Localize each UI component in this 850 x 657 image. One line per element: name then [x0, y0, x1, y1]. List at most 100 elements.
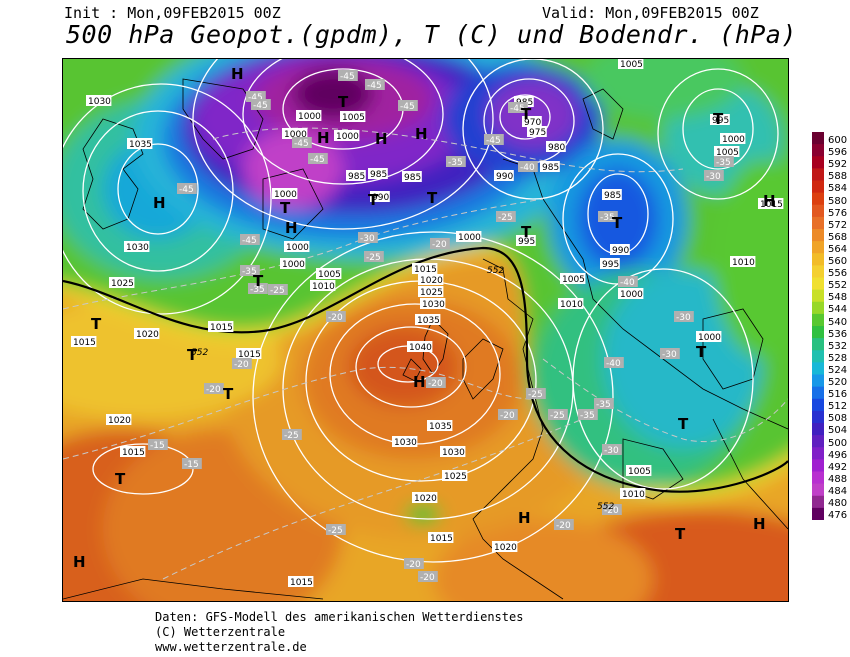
low-pressure-marker: T — [427, 189, 438, 207]
high-pressure-marker: H — [153, 194, 166, 212]
isobar-label-bg — [696, 331, 722, 342]
isobar-label: 1030 — [124, 241, 150, 253]
isobar-label-text: 1005 — [562, 275, 585, 285]
footer-copyright: (C) Wetterzentrale — [155, 625, 286, 639]
isobar-label-text: 990 — [496, 172, 513, 182]
isotherm-label-bg — [714, 156, 734, 167]
isotherm-label: -30 — [602, 444, 622, 456]
colorbar-tick-label: 540 — [828, 316, 848, 328]
isobar-label-bg — [710, 114, 730, 125]
isotherm-label: -35 — [714, 156, 734, 168]
isobar-label-bg — [334, 130, 360, 141]
high-pressure-marker: H — [413, 373, 426, 391]
isotherm-label: -25 — [548, 409, 568, 421]
weather-map: 1030 1035 1030 1025 1020 1015 1015 1015 1020 1015… — [62, 58, 789, 602]
isotherm-label-bg — [598, 211, 618, 222]
isobar-label-text: 1015 — [290, 578, 313, 588]
isobar-label-bg — [340, 111, 366, 122]
colorbar-tick-label: 560 — [828, 256, 848, 267]
isotherm-label-text: -40 — [520, 163, 535, 173]
colorbar-tick-label: 592 — [828, 159, 848, 171]
isobar-label-text: 1020 — [136, 330, 159, 340]
colorbar-tick-label: 520 — [828, 377, 848, 388]
isobar-label-bg — [124, 241, 150, 252]
isobar-label-text: 1025 — [420, 288, 443, 298]
isobar-label-bg — [402, 171, 422, 182]
isobar-label-bg — [415, 314, 441, 325]
low-pressure-marker: T — [91, 315, 102, 333]
isobar-label: 1000 — [618, 288, 644, 300]
isobar-label-text: 1010 — [312, 282, 335, 292]
colorbar-segment — [812, 386, 824, 400]
isotherm-label: -15 — [148, 439, 168, 451]
isobar-label-bg — [120, 446, 146, 457]
isobar-label: 1030 — [420, 298, 446, 310]
colorbar-segment — [812, 301, 824, 315]
isobar-label: 1020 — [134, 328, 160, 340]
isotherm-label: -20 — [430, 238, 450, 250]
isobar-label: 985 — [602, 189, 622, 201]
high-pressure-marker: H — [375, 130, 388, 148]
isotherm-label-bg — [404, 558, 424, 569]
isotherm-label: -25 — [268, 284, 288, 296]
isobar-label-bg — [106, 414, 132, 425]
isotherm-label: -30 — [674, 311, 694, 323]
isotherm-label-bg — [548, 409, 568, 420]
isobar-label-text: 1005 — [318, 270, 341, 280]
isobar-label-text: 1035 — [417, 316, 440, 326]
isobar-label-text: 1040 — [409, 343, 432, 353]
isotherm-label-text: -15 — [184, 460, 199, 470]
isotherm-label: -25 — [364, 251, 384, 263]
isobar-label-text: 985 — [542, 163, 559, 173]
isobar-label-text: 1015 — [210, 323, 233, 333]
isotherm-label-text: -20 — [234, 360, 249, 370]
isobar-label-text: 1010 — [560, 300, 583, 310]
isotherm-label: -35 — [446, 156, 466, 168]
isotherm-label: -45 — [308, 153, 328, 165]
isobar-label: 1005 — [618, 59, 644, 70]
isotherm-label-text: -45 — [253, 101, 268, 111]
isotherm-label: -30 — [660, 348, 680, 360]
low-pressure-marker: T — [713, 110, 724, 128]
isobar-label-text: 985 — [370, 170, 387, 180]
isotherm-label-bg — [602, 444, 622, 455]
isotherm-label-text: -30 — [706, 172, 721, 182]
isotherm-label: -40 — [518, 161, 538, 173]
isotherm-label-bg — [204, 383, 224, 394]
isobar-label: 1025 — [418, 286, 444, 298]
isotherm-label-bg — [604, 357, 624, 368]
isobar-label: 1035 — [415, 314, 441, 326]
isobar-label-bg — [127, 138, 153, 149]
isobar-label-bg — [412, 492, 438, 503]
colorbar-segment — [812, 253, 824, 266]
isotherm-label-bg — [246, 91, 266, 102]
colorbar-tick-label: 500 — [828, 437, 848, 449]
isobar-label: 1005 — [626, 465, 652, 477]
isobar-label-text: 1035 — [429, 422, 452, 432]
isotherm-label: -45 — [398, 100, 418, 112]
isobar-label: 990 — [610, 244, 630, 256]
isobar-label-bg — [626, 465, 652, 476]
isobar-label-bg — [522, 116, 542, 127]
isobar-label-bg — [440, 446, 466, 457]
pressure-labels: 1030103510301025102010151015101510201015… — [71, 59, 784, 588]
colorbar-tick-label: 548 — [828, 292, 848, 304]
isobar-label: 1000 — [456, 231, 482, 243]
colorbar-tick-label: 584 — [828, 183, 848, 195]
isobar-label: 1015 — [236, 348, 262, 360]
isobar-label: 985 — [402, 171, 422, 183]
isobar-label-bg — [610, 244, 630, 255]
isobar-label: 985 — [540, 161, 560, 173]
colorbar-segment — [812, 132, 824, 145]
isobar-label-text: 1030 — [126, 243, 149, 253]
colorbar-tick-label: 576 — [828, 207, 848, 219]
isotherm-label-bg — [498, 409, 518, 420]
isotherm-label: -25 — [282, 429, 302, 441]
isobar-label-bg — [236, 348, 262, 359]
isotherms — [63, 127, 788, 580]
isobar-label: 1000 — [296, 110, 322, 122]
isobar-label: 1000 — [272, 188, 298, 200]
isobar-label-bg — [600, 258, 620, 269]
isobar-label: 1020 — [418, 274, 444, 286]
isotherm-label-bg — [308, 153, 328, 164]
